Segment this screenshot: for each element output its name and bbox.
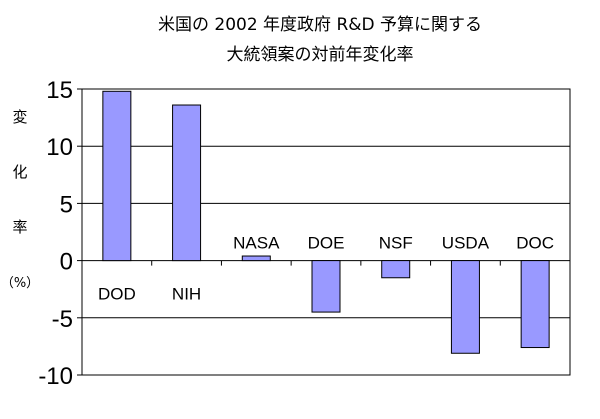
chart-title-line-1: 米国の 2002 年度政府 R&D 予算に関する xyxy=(158,15,482,35)
category-label: NIH xyxy=(172,285,201,304)
y-tick-label: -10 xyxy=(38,363,73,390)
y-axis-label-char: （%） xyxy=(1,276,39,291)
y-tick-label: 0 xyxy=(60,249,73,276)
category-labels: DOD NIH NASA DOE NSF USDA DOC xyxy=(98,234,554,304)
y-axis-label-char: 化 xyxy=(12,163,27,181)
y-axis-label: 変 化 率 （%） xyxy=(1,108,39,291)
y-axis-label-char: 率 xyxy=(12,218,27,236)
bar xyxy=(241,255,271,262)
bar xyxy=(102,90,132,262)
category-label: USDA xyxy=(442,234,490,253)
x-axis-ticks xyxy=(151,260,501,266)
y-axis-ticks: 15 10 5 0 -5 -10 xyxy=(38,77,82,390)
bar xyxy=(381,260,411,279)
bar xyxy=(172,104,202,262)
bar xyxy=(311,260,341,313)
category-label: NASA xyxy=(233,234,280,253)
y-tick-label: 10 xyxy=(46,134,73,161)
category-label: DOC xyxy=(516,234,554,253)
category-label: DOD xyxy=(98,285,136,304)
category-label: DOE xyxy=(308,234,345,253)
y-tick-label: 15 xyxy=(46,77,73,104)
bar xyxy=(520,260,550,349)
bars xyxy=(102,90,550,354)
chart-title-line-2: 大統領案の対前年変化率 xyxy=(227,45,414,65)
y-tick-label: -5 xyxy=(52,306,73,333)
y-axis-label-char: 変 xyxy=(12,108,27,126)
plot-area xyxy=(81,88,571,376)
category-label: NSF xyxy=(379,234,413,253)
bar xyxy=(450,260,480,354)
y-tick-label: 5 xyxy=(60,191,73,218)
